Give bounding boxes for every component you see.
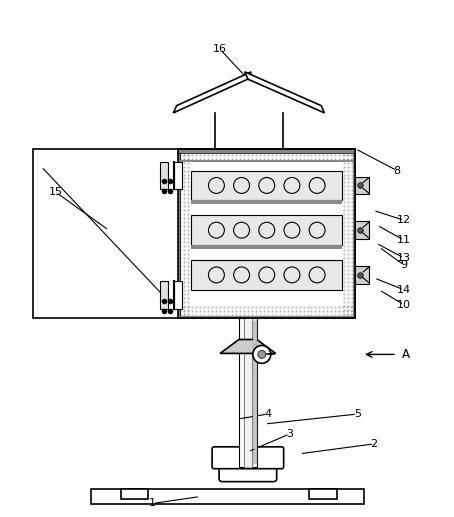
FancyBboxPatch shape — [219, 464, 276, 482]
Bar — [253, 390, 257, 394]
Bar — [178, 316, 355, 317]
Bar — [253, 425, 257, 429]
Bar — [253, 445, 257, 449]
Bar — [191, 201, 342, 204]
FancyBboxPatch shape — [212, 447, 284, 469]
Bar — [253, 336, 257, 340]
Bar — [160, 281, 168, 309]
Polygon shape — [173, 72, 251, 113]
Text: 11: 11 — [397, 235, 411, 245]
Circle shape — [253, 345, 271, 363]
Bar — [253, 326, 257, 329]
Bar — [253, 360, 257, 364]
Text: 3: 3 — [286, 429, 293, 439]
Bar — [353, 149, 355, 317]
Text: 10: 10 — [397, 300, 411, 310]
Bar — [253, 355, 257, 359]
Bar — [253, 460, 257, 464]
Text: 8: 8 — [394, 165, 400, 176]
Bar — [174, 281, 182, 309]
Bar — [253, 321, 257, 325]
Bar — [253, 375, 257, 379]
Bar — [178, 149, 355, 153]
Text: 12: 12 — [397, 215, 411, 225]
Bar — [178, 160, 355, 162]
Bar — [253, 341, 257, 344]
Bar — [253, 366, 257, 369]
Bar — [253, 400, 257, 404]
Bar — [253, 405, 257, 409]
Bar — [253, 440, 257, 444]
Bar — [174, 162, 182, 189]
Polygon shape — [220, 340, 276, 354]
Bar — [253, 385, 257, 389]
Text: 13: 13 — [397, 253, 411, 263]
Bar — [253, 351, 257, 355]
Bar — [121, 489, 148, 498]
Bar — [178, 149, 355, 317]
Text: 9: 9 — [400, 260, 408, 270]
Bar — [253, 420, 257, 424]
Bar — [253, 415, 257, 419]
Bar — [253, 370, 257, 374]
Text: 14: 14 — [397, 285, 411, 295]
Bar — [253, 430, 257, 434]
Bar — [253, 330, 257, 334]
Bar — [253, 410, 257, 414]
Bar — [355, 176, 369, 194]
Polygon shape — [245, 72, 325, 113]
Text: 5: 5 — [354, 409, 360, 419]
Bar — [33, 149, 180, 317]
Text: 16: 16 — [213, 44, 227, 54]
Bar — [178, 149, 355, 317]
Bar — [310, 489, 337, 498]
Text: A: A — [402, 348, 410, 361]
Bar — [253, 450, 257, 454]
Bar — [355, 221, 369, 239]
Bar — [191, 260, 342, 290]
Bar — [191, 215, 342, 245]
Bar — [253, 435, 257, 439]
Text: 2: 2 — [370, 439, 378, 449]
Bar — [355, 266, 369, 284]
Circle shape — [258, 351, 266, 358]
Bar — [191, 245, 342, 249]
Text: 1: 1 — [149, 498, 156, 509]
Text: 4: 4 — [264, 409, 271, 419]
Bar — [253, 380, 257, 384]
Bar — [253, 395, 257, 399]
Bar — [252, 317, 257, 467]
Bar — [253, 345, 257, 349]
Bar — [244, 317, 252, 467]
Text: 15: 15 — [49, 187, 63, 197]
Bar — [191, 171, 342, 201]
Bar — [253, 455, 257, 459]
Bar — [239, 317, 244, 467]
Bar — [178, 149, 180, 317]
Bar — [160, 162, 168, 189]
Bar — [91, 489, 364, 505]
